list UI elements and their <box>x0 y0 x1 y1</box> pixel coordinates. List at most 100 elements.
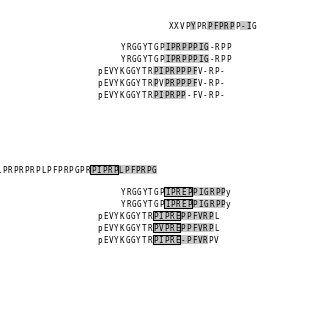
Text: -: - <box>186 91 191 100</box>
Text: R: R <box>30 166 34 175</box>
Text: P: P <box>208 236 213 245</box>
Text: P: P <box>215 188 220 197</box>
Text: R: R <box>148 224 152 233</box>
Text: P: P <box>226 43 230 52</box>
Text: Y: Y <box>136 91 141 100</box>
Text: G: G <box>204 43 208 52</box>
Text: R: R <box>203 236 208 245</box>
Text: P: P <box>91 166 95 175</box>
Text: -: - <box>220 67 224 76</box>
Text: R: R <box>170 212 174 221</box>
Text: L: L <box>0 166 1 175</box>
Text: y: y <box>226 188 230 197</box>
Text: G: G <box>154 188 158 197</box>
Text: V: V <box>197 212 202 221</box>
Text: R: R <box>170 224 174 233</box>
Text: P: P <box>193 55 197 64</box>
Text: R: R <box>108 166 112 175</box>
Text: R: R <box>126 43 131 52</box>
Text: P: P <box>164 67 169 76</box>
Text: P: P <box>164 236 169 245</box>
Text: -: - <box>209 43 214 52</box>
Text: P: P <box>220 55 225 64</box>
Text: R: R <box>202 22 206 31</box>
Bar <box>153 211 180 220</box>
Bar <box>164 66 197 75</box>
Text: G: G <box>125 236 130 245</box>
Text: P: P <box>2 166 7 175</box>
Text: P: P <box>214 67 219 76</box>
Text: Y: Y <box>120 188 125 197</box>
Text: P: P <box>193 188 197 197</box>
Text: R: R <box>148 236 152 245</box>
Text: R: R <box>208 79 213 88</box>
Text: I: I <box>165 200 170 209</box>
Text: G: G <box>131 67 135 76</box>
Bar <box>90 164 118 174</box>
Text: T: T <box>148 200 153 209</box>
Text: G: G <box>125 91 130 100</box>
Text: R: R <box>203 212 208 221</box>
Text: E: E <box>175 236 180 245</box>
Text: V: V <box>197 67 202 76</box>
Text: I: I <box>158 67 163 76</box>
Text: -: - <box>209 55 214 64</box>
Text: R: R <box>170 67 174 76</box>
Bar <box>180 235 208 244</box>
Text: K: K <box>120 224 124 233</box>
Text: T: T <box>142 212 147 221</box>
Text: G: G <box>131 91 135 100</box>
Text: P: P <box>68 166 73 175</box>
Text: R: R <box>224 22 228 31</box>
Bar <box>153 235 180 244</box>
Text: L: L <box>214 212 219 221</box>
Text: P: P <box>113 166 118 175</box>
Text: P: P <box>226 55 230 64</box>
Text: Y: Y <box>136 212 141 221</box>
Text: G: G <box>154 43 158 52</box>
Text: F: F <box>130 166 134 175</box>
Text: G: G <box>204 188 208 197</box>
Text: G: G <box>131 79 135 88</box>
Text: Y: Y <box>120 200 125 209</box>
Text: Y: Y <box>114 236 119 245</box>
Text: P: P <box>186 67 191 76</box>
Bar <box>153 235 180 244</box>
Text: F: F <box>192 224 196 233</box>
Bar <box>90 164 118 174</box>
Text: Y: Y <box>136 224 141 233</box>
Text: R: R <box>126 200 131 209</box>
Text: E: E <box>175 224 180 233</box>
Text: R: R <box>8 166 12 175</box>
Text: G: G <box>131 236 135 245</box>
Text: I: I <box>198 200 203 209</box>
Text: Y: Y <box>136 236 141 245</box>
Text: V: V <box>197 224 202 233</box>
Text: G: G <box>154 55 158 64</box>
Text: I: I <box>198 55 203 64</box>
Text: R: R <box>170 236 174 245</box>
Text: I: I <box>165 43 170 52</box>
Text: P: P <box>171 43 175 52</box>
Text: K: K <box>120 212 124 221</box>
Text: R: R <box>209 200 214 209</box>
Text: L: L <box>214 224 219 233</box>
Text: V: V <box>158 224 163 233</box>
Text: P: P <box>208 212 213 221</box>
Text: V: V <box>108 212 113 221</box>
Text: V: V <box>108 224 113 233</box>
Text: P: P <box>153 212 157 221</box>
Bar <box>164 187 192 196</box>
Text: G: G <box>131 224 135 233</box>
Text: V: V <box>180 22 184 31</box>
Text: X: X <box>168 22 173 31</box>
Text: -: - <box>203 79 208 88</box>
Text: E: E <box>103 212 108 221</box>
Text: R: R <box>148 79 152 88</box>
Text: Y: Y <box>143 55 147 64</box>
Text: T: T <box>148 188 153 197</box>
Text: G: G <box>131 212 135 221</box>
Text: R: R <box>208 91 213 100</box>
Bar <box>164 199 192 208</box>
Text: G: G <box>132 200 136 209</box>
